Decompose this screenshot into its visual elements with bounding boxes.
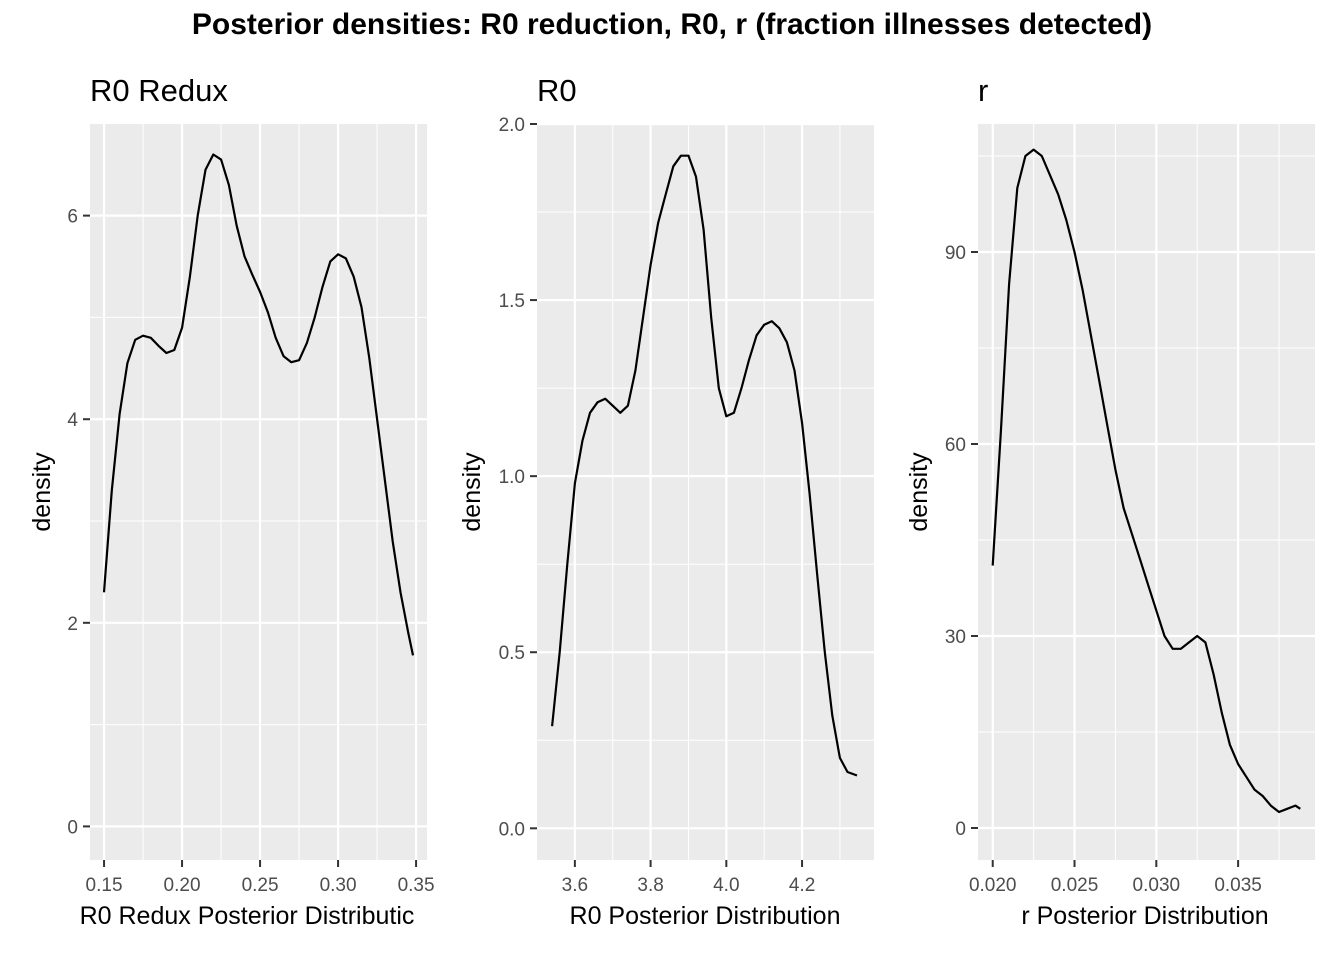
x-tick-label: 0.35 [398, 875, 435, 896]
y-tick-label: 2.0 [499, 115, 525, 136]
x-axis-label: R0 Posterior Distribution [570, 902, 841, 930]
x-tick-label: 4.0 [713, 875, 739, 896]
y-tick-label: 0 [955, 819, 966, 840]
density-curve [551, 154, 858, 777]
panel-r: 0.020 0.025 0.030 0.035 0 30 60 90 r r Posterior … [905, 73, 1315, 930]
y-tick-label: 1.0 [499, 467, 525, 488]
x-tick-label: 4.2 [789, 875, 815, 896]
panel-background [978, 124, 1315, 860]
panel-title: R0 Redux [90, 73, 228, 108]
y-axis-label: density [28, 452, 56, 532]
x-axis-label: R0 Redux Posterior Distributic [80, 902, 415, 930]
panel-r0-redux: 0.15 0.20 0.25 0.30 0.35 0 2 4 6 R0 Redux R0 Redux… [28, 73, 435, 930]
y-tick-label: 30 [945, 627, 966, 648]
x-tick-label: 0.035 [1214, 875, 1262, 896]
x-tick-label: 0.15 [86, 875, 123, 896]
y-tick-label: 4 [67, 410, 78, 431]
chart-main-title: Posterior densities: R0 reduction, R0, r… [191, 8, 1153, 41]
x-tick-label: 0.030 [1133, 875, 1181, 896]
x-tick-label: 3.8 [637, 875, 663, 896]
panel-title: r [978, 73, 988, 108]
panel-r0: 3.6 3.8 4.0 4.2 0.0 0.5 1.0 1.5 2.0 R0 R0 Posterio… [458, 73, 874, 930]
x-tick-label: 0.30 [320, 875, 357, 896]
x-axis-label: r Posterior Distribution [1021, 902, 1268, 930]
y-tick-label: 6 [67, 207, 78, 228]
x-tick-label: 0.025 [1051, 875, 1099, 896]
y-tick-label: 0 [67, 817, 78, 838]
x-tick-label: 0.20 [164, 875, 201, 896]
y-axis-label: density [905, 452, 933, 532]
panel-background [90, 124, 427, 860]
panel-title: R0 [537, 73, 577, 108]
y-tick-label: 0.0 [499, 819, 525, 840]
y-axis-label: density [458, 452, 486, 532]
x-tick-label: 0.020 [969, 875, 1017, 896]
y-tick-label: 0.5 [499, 643, 525, 664]
y-tick-label: 2 [67, 614, 78, 635]
density-curve [102, 153, 415, 656]
y-tick-label: 1.5 [499, 291, 525, 312]
x-tick-label: 0.25 [242, 875, 279, 896]
density-curve [991, 148, 1301, 814]
y-tick-label: 60 [945, 435, 966, 456]
panel-background [537, 124, 874, 860]
x-tick-label: 3.6 [562, 875, 588, 896]
y-tick-label: 90 [945, 243, 966, 264]
